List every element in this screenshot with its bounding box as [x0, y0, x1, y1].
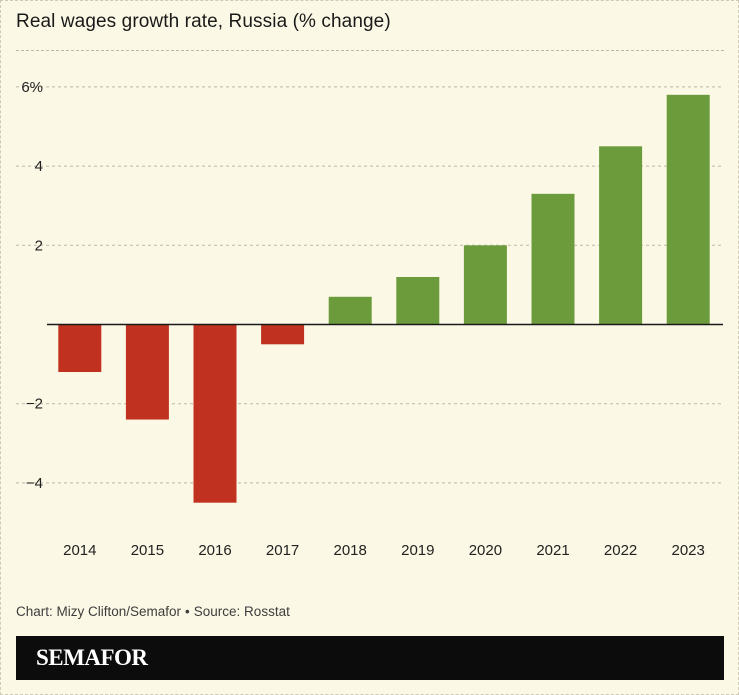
y-tick-label-6: 6% — [21, 79, 43, 96]
y-tick-label--4: −4 — [26, 475, 43, 492]
bar-2015 — [125, 324, 169, 420]
y-tick-label-4: 4 — [35, 158, 43, 175]
y-axis-tick-labels: 6% 4 2 −2 −4 — [21, 79, 43, 492]
bar-2021 — [531, 193, 575, 325]
x-tick-label-2022: 2022 — [604, 542, 637, 559]
chart-title: Real wages growth rate, Russia (% change… — [16, 11, 391, 32]
bar-2018 — [328, 296, 372, 325]
bars — [58, 94, 710, 503]
x-tick-label-2015: 2015 — [131, 542, 164, 559]
x-tick-label-2021: 2021 — [536, 542, 569, 559]
x-tick-label-2014: 2014 — [63, 542, 96, 559]
source-separator: • — [185, 604, 190, 619]
semafor-logo: SEMAFOR — [36, 645, 148, 670]
title-divider — [16, 50, 724, 51]
brand-footer: SEMAFOR — [16, 636, 724, 680]
x-axis-tick-labels: 2014 2015 2016 2017 2018 2019 2020 2021 2022 2023 — [63, 542, 705, 559]
x-tick-label-2019: 2019 — [401, 542, 434, 559]
x-tick-label-2020: 2020 — [469, 542, 502, 559]
chart-credit: Chart: Mizy Clifton/Semafor — [16, 604, 182, 619]
x-tick-label-2016: 2016 — [198, 542, 231, 559]
bar-2023 — [666, 94, 710, 325]
x-tick-label-2018: 2018 — [334, 542, 367, 559]
bar-2019 — [396, 276, 440, 325]
x-tick-label-2023: 2023 — [672, 542, 705, 559]
bar-2017 — [261, 324, 305, 345]
bar-2014 — [58, 324, 102, 373]
bar-2016 — [193, 324, 237, 503]
x-tick-label-2017: 2017 — [266, 542, 299, 559]
bar-2022 — [599, 146, 643, 325]
bar-chart: 6% 4 2 −2 −4 2014 2015 2016 2017 2018 2019 2020 202… — [16, 79, 723, 559]
y-tick-label--2: −2 — [26, 396, 43, 413]
y-tick-label-2: 2 — [35, 237, 43, 254]
source-attribution: Source: Rosstat — [193, 604, 290, 619]
source-note: Chart: Mizy Clifton/Semafor • Source: Ross… — [16, 604, 290, 619]
bar-2020 — [463, 245, 507, 325]
